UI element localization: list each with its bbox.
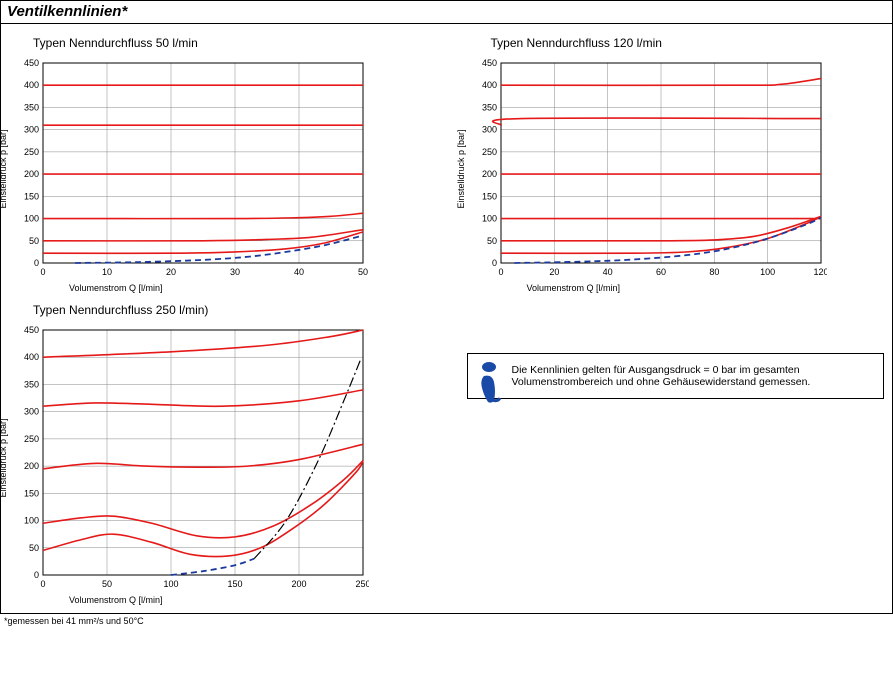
svg-text:250: 250 (24, 434, 39, 444)
chart-50: Typen Nenndurchfluss 50 l/min Einstelldr… (9, 36, 427, 293)
svg-text:350: 350 (481, 102, 496, 112)
svg-text:300: 300 (24, 407, 39, 417)
chart-50-svg: 0 10 20 30 40 50 0 50 100 150 200 250 300 350 400 450 (9, 56, 369, 281)
svg-text:250: 250 (481, 147, 496, 157)
svg-text:20: 20 (549, 267, 559, 277)
svg-text:400: 400 (481, 80, 496, 90)
svg-text:0: 0 (498, 267, 503, 277)
svg-text:150: 150 (24, 191, 39, 201)
info-box: Die Kennlinien gelten für Ausgangsdruck … (467, 353, 885, 399)
svg-text:400: 400 (24, 80, 39, 90)
svg-text:450: 450 (481, 58, 496, 68)
svg-text:0: 0 (40, 267, 45, 277)
header-bar: Ventilkennlinien* (1, 1, 892, 24)
svg-text:400: 400 (24, 352, 39, 362)
svg-text:50: 50 (102, 579, 112, 589)
svg-text:20: 20 (166, 267, 176, 277)
chart-120-title: Typen Nenndurchfluss 120 l/min (491, 36, 885, 50)
page-title: Ventilkennlinien* (7, 3, 127, 20)
svg-text:300: 300 (24, 125, 39, 135)
chart-50-xlabel: Volumenstrom Q [l/min] (69, 283, 427, 293)
svg-text:50: 50 (358, 267, 368, 277)
chart-250-ylabel: Einstelldruck p [bar] (0, 418, 8, 497)
svg-text:40: 40 (294, 267, 304, 277)
chart-50-ylabel: Einstelldruck p [bar] (0, 129, 8, 208)
svg-text:250: 250 (355, 579, 369, 589)
svg-text:350: 350 (24, 379, 39, 389)
chart-50-title: Typen Nenndurchfluss 50 l/min (33, 36, 427, 50)
svg-text:80: 80 (709, 267, 719, 277)
svg-text:200: 200 (291, 579, 306, 589)
svg-text:450: 450 (24, 58, 39, 68)
svg-text:60: 60 (655, 267, 665, 277)
svg-text:100: 100 (760, 267, 775, 277)
svg-text:200: 200 (24, 461, 39, 471)
svg-text:100: 100 (24, 214, 39, 224)
svg-text:150: 150 (481, 191, 496, 201)
svg-text:0: 0 (34, 258, 39, 268)
svg-text:40: 40 (602, 267, 612, 277)
svg-text:120: 120 (813, 267, 827, 277)
chart-50-wrap: Einstelldruck p [bar] 010203040500501001… (9, 56, 427, 281)
svg-text:50: 50 (29, 236, 39, 246)
svg-text:0: 0 (34, 570, 39, 580)
svg-text:250: 250 (24, 147, 39, 157)
svg-text:100: 100 (24, 516, 39, 526)
chart-120-ylabel: Einstelldruck p [bar] (456, 129, 466, 208)
chart-120-svg: 0 20 40 60 80 100 120 0 50 100 150 200 250 300 350 400 4… (467, 56, 827, 281)
footnote: *gemessen bei 41 mm²/s und 50°C (0, 614, 893, 628)
svg-text:100: 100 (163, 579, 178, 589)
chart-250-svg: 0 50 100 150 200 250 0 50 100 150 200 250 300 350 400 4… (9, 323, 369, 593)
svg-text:100: 100 (481, 214, 496, 224)
svg-text:350: 350 (24, 102, 39, 112)
chart-120: Typen Nenndurchfluss 120 l/min Einstelld… (467, 36, 885, 293)
svg-text:200: 200 (24, 169, 39, 179)
svg-text:150: 150 (227, 579, 242, 589)
svg-text:300: 300 (481, 125, 496, 135)
svg-text:50: 50 (29, 543, 39, 553)
info-text: Die Kennlinien gelten für Ausgangsdruck … (512, 364, 811, 388)
chart-120-wrap: Einstelldruck p [bar] 020406080100120050… (467, 56, 885, 281)
chart-250-wrap: Einstelldruck p [bar] 050100150200250050… (9, 323, 427, 593)
svg-text:30: 30 (230, 267, 240, 277)
chart-250: Typen Nenndurchfluss 250 l/min) Einstell… (9, 303, 427, 605)
svg-text:450: 450 (24, 325, 39, 335)
svg-text:150: 150 (24, 488, 39, 498)
content-grid: Typen Nenndurchfluss 50 l/min Einstelldr… (1, 24, 892, 613)
chart-120-xlabel: Volumenstrom Q [l/min] (527, 283, 885, 293)
svg-text:10: 10 (102, 267, 112, 277)
chart-250-title: Typen Nenndurchfluss 250 l/min) (33, 303, 427, 317)
chart-250-xlabel: Volumenstrom Q [l/min] (69, 595, 427, 605)
svg-text:0: 0 (491, 258, 496, 268)
svg-text:50: 50 (486, 236, 496, 246)
svg-text:0: 0 (40, 579, 45, 589)
page-frame: Ventilkennlinien* Typen Nenndurchfluss 5… (0, 0, 893, 614)
info-icon (474, 360, 504, 404)
svg-text:200: 200 (481, 169, 496, 179)
